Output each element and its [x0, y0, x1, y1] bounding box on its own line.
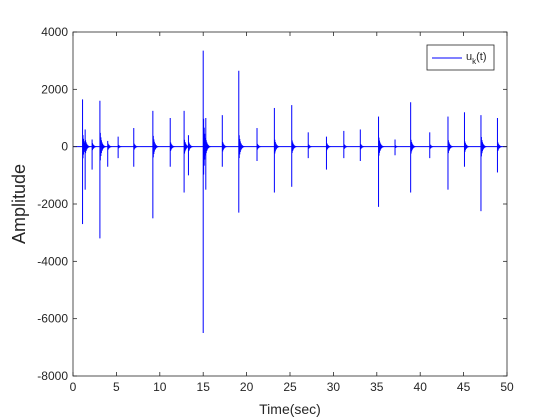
spike	[343, 130, 350, 159]
y-tick-label: -6000	[37, 312, 68, 326]
x-tick-label: 50	[500, 380, 514, 394]
y-tick-label: -4000	[37, 254, 68, 268]
y-ticks: -8000 -6000 -4000 -2000 0 2000 4000	[37, 25, 507, 383]
spike	[480, 115, 487, 212]
spike	[429, 132, 436, 159]
legend: uk(t)	[426, 44, 495, 71]
x-tick-label: 40	[414, 380, 428, 394]
spike	[325, 136, 333, 170]
spike	[394, 139, 401, 156]
spike	[169, 118, 177, 167]
x-tick-label: 35	[370, 380, 384, 394]
x-tick-label: 10	[153, 380, 167, 394]
spike	[359, 129, 367, 161]
legend-label: uk(t)	[466, 51, 487, 66]
x-tick-label: 20	[240, 380, 254, 394]
spike	[133, 128, 140, 167]
x-tick-label: 5	[113, 380, 120, 394]
spike	[447, 116, 454, 190]
x-tick-label: 25	[283, 380, 297, 394]
y-tick-label: 4000	[41, 25, 68, 39]
spike	[183, 110, 191, 193]
y-axis-title: Amplitude	[9, 164, 29, 244]
x-ticks: 0 5 10 15 20 25 30 35 40 45 50	[70, 32, 514, 394]
spike	[273, 107, 281, 193]
spike	[238, 70, 245, 213]
series-layer	[73, 50, 507, 333]
spike	[152, 110, 159, 219]
spike	[463, 112, 471, 167]
x-axis-title: Time(sec)	[259, 401, 321, 417]
y-tick-label: -2000	[37, 197, 68, 211]
spike	[117, 136, 125, 159]
y-tick-label: 0	[61, 140, 68, 154]
spike	[107, 140, 114, 167]
y-tick-label: 2000	[41, 82, 68, 96]
spike	[205, 118, 212, 190]
spike	[91, 139, 98, 170]
spike	[256, 128, 263, 161]
plot-background	[73, 32, 507, 376]
spike	[496, 118, 504, 173]
spike	[291, 105, 298, 187]
spike	[99, 100, 106, 239]
spike	[187, 135, 195, 176]
spike	[84, 129, 92, 190]
spike	[221, 115, 229, 167]
x-tick-label: 0	[70, 380, 77, 394]
x-tick-label: 45	[457, 380, 471, 394]
y-tick-label: -8000	[37, 369, 68, 383]
x-tick-label: 30	[327, 380, 341, 394]
spike	[378, 116, 385, 207]
x-tick-label: 15	[197, 380, 211, 394]
spike	[410, 102, 417, 193]
spike	[307, 132, 315, 159]
